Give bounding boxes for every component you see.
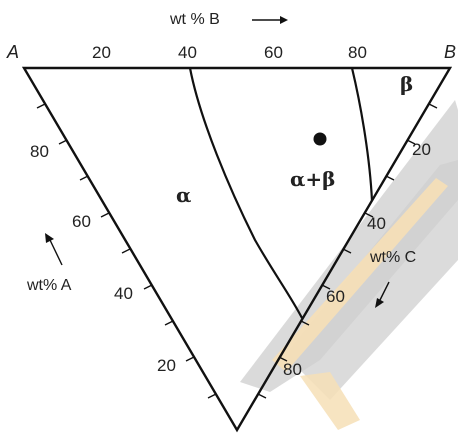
c-tick-40: 40: [367, 214, 386, 233]
alpha-boundary-curve: [188, 67, 303, 319]
a-tick-20: 20: [157, 356, 176, 375]
b-tick-40: 40: [178, 43, 197, 62]
b-axis-arrow: [252, 16, 288, 24]
a-tick-60: 60: [72, 212, 91, 231]
a-tick-40: 40: [114, 284, 133, 303]
beta-region-label: β: [400, 72, 413, 96]
c-tick-60: 60: [326, 287, 345, 306]
a-axis-arrow: [45, 233, 63, 266]
c-tick-80: 80: [283, 360, 302, 379]
beta-boundary-curve: [350, 67, 374, 202]
left-edge-ticks: [36, 103, 217, 399]
right-edge-ticks: [257, 103, 438, 399]
c-tick-20: 20: [412, 140, 431, 159]
b-axis-title: wt % B: [169, 11, 220, 28]
b-tick-60: 60: [264, 43, 283, 62]
b-tick-80: 80: [348, 43, 367, 62]
vertex-a-label: A: [6, 42, 19, 62]
a-tick-80: 80: [30, 142, 49, 161]
background-shadow: [240, 100, 458, 430]
vertex-b-label: B: [444, 42, 456, 62]
c-axis-title: wt% C: [369, 249, 416, 266]
b-tick-20: 20: [92, 43, 111, 62]
alpha-region-label: α: [176, 183, 191, 207]
a-axis-title: wt% A: [26, 277, 72, 294]
c-axis-arrow: [375, 281, 390, 308]
composition-point: [313, 132, 327, 146]
alpha-beta-region-label: α+β: [290, 167, 335, 191]
